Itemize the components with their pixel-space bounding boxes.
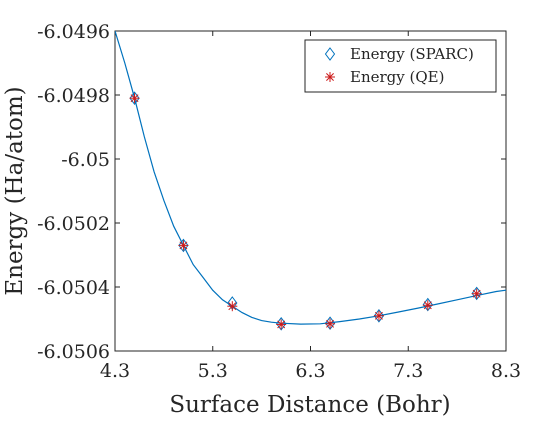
sparc-point [178,238,189,253]
y-tick-label: -6.0504 [37,277,110,299]
y-axis-title: Energy (Ha/atom) [2,86,28,295]
x-tick-label: 7.3 [393,360,423,382]
y-tick-label: -6.0506 [37,341,110,363]
qe-point [325,318,336,329]
y-tick-label: -6.05 [61,149,110,171]
qe-point [373,310,384,321]
fit-curve-line [115,31,506,325]
legend-label-qe: Energy (QE) [350,68,444,86]
legend-label-sparc: Energy (SPARC) [350,45,474,63]
qe-point [422,300,433,311]
legend-marker-qe [325,72,335,82]
ticks-layer: 4.3 5.3 6.3 7.3 8.3 -6.0496 -6.0498 -6.05 -6.050… [37,21,521,382]
sparc-point [373,308,385,323]
qe-point [178,240,189,251]
sparc-point [129,91,140,106]
qe-point [129,93,140,104]
legend: Energy (SPARC) Energy (QE) [304,39,497,93]
qe-point [471,288,482,299]
y-tick-label: -6.0502 [37,213,110,235]
x-tick-label: 4.3 [100,360,130,382]
qe-point [276,319,287,330]
legend-box [304,39,497,93]
x-tick-label: 8.3 [491,360,521,382]
x-tick-label: 6.3 [295,360,325,382]
legend-marker-sparc [324,47,336,61]
y-tick-label: -6.0496 [37,21,110,43]
plot-layer [115,31,506,331]
x-tick-label: 5.3 [198,360,228,382]
y-tick-label: -6.0498 [37,85,110,107]
x-axis-title: Surface Distance (Bohr) [169,392,450,418]
qe-point [227,301,238,312]
